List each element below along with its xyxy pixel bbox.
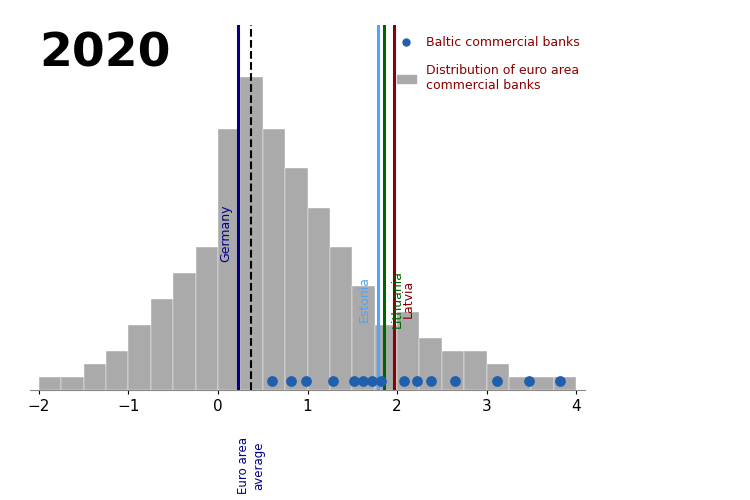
Point (523, 377, 535, 385)
Point (357, 377, 369, 385)
Bar (308, 208, 330, 390)
Bar (218, 130, 240, 390)
Bar (531, 377, 554, 390)
Text: Euro area
average: Euro area average (237, 438, 265, 494)
Bar (419, 338, 442, 390)
Bar (554, 377, 576, 390)
Text: Estonia: Estonia (358, 276, 371, 322)
Bar (62, 377, 84, 390)
Bar (106, 351, 128, 390)
Point (300, 377, 312, 385)
Legend: Baltic commercial banks, Distribution of euro area
commercial banks: Baltic commercial banks, Distribution of… (392, 31, 584, 97)
Bar (330, 246, 352, 390)
Bar (442, 351, 464, 390)
Point (449, 377, 461, 385)
Bar (285, 168, 308, 390)
Bar (487, 364, 509, 390)
Text: Lithuania: Lithuania (391, 270, 404, 328)
Point (554, 377, 566, 385)
Point (398, 377, 410, 385)
Text: Latvia: Latvia (401, 280, 415, 318)
Bar (39, 377, 62, 390)
Text: 2020: 2020 (39, 32, 170, 76)
Point (286, 377, 298, 385)
Bar (173, 272, 196, 390)
Bar (397, 312, 419, 390)
Point (491, 377, 503, 385)
Bar (509, 377, 531, 390)
Bar (240, 77, 262, 390)
Point (375, 377, 387, 385)
Text: Germany: Germany (219, 205, 232, 262)
Bar (352, 286, 375, 390)
Point (348, 377, 360, 385)
Bar (128, 325, 151, 390)
Bar (375, 325, 397, 390)
Point (411, 377, 423, 385)
Bar (196, 246, 218, 390)
Point (266, 377, 278, 385)
Point (326, 377, 338, 385)
Point (366, 377, 378, 385)
Bar (464, 351, 487, 390)
Bar (84, 364, 106, 390)
Point (425, 377, 437, 385)
Bar (262, 130, 285, 390)
Bar (151, 298, 173, 390)
